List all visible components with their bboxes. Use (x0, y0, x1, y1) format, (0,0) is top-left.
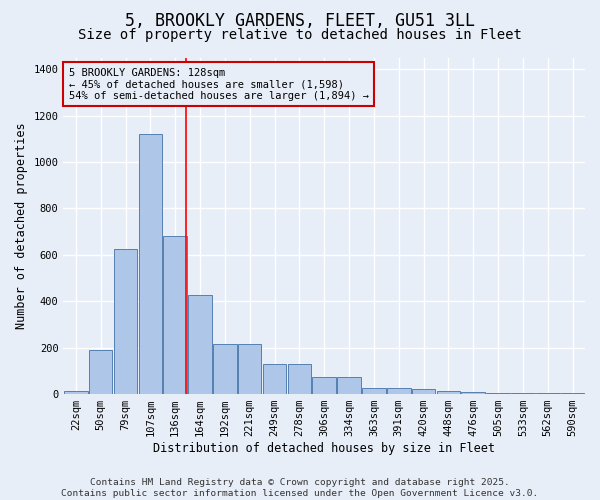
Text: 5 BROOKLY GARDENS: 128sqm
← 45% of detached houses are smaller (1,598)
54% of se: 5 BROOKLY GARDENS: 128sqm ← 45% of detac… (68, 68, 368, 101)
Text: 5, BROOKLY GARDENS, FLEET, GU51 3LL: 5, BROOKLY GARDENS, FLEET, GU51 3LL (125, 12, 475, 30)
Bar (337, 376, 361, 394)
Bar (536, 393, 560, 394)
Text: Size of property relative to detached houses in Fleet: Size of property relative to detached ho… (78, 28, 522, 42)
Bar (89, 350, 112, 394)
Bar (313, 376, 336, 394)
Bar (188, 296, 212, 394)
Bar (139, 134, 162, 394)
Bar (412, 390, 436, 394)
Bar (461, 392, 485, 394)
Bar (511, 393, 535, 394)
Y-axis label: Number of detached properties: Number of detached properties (15, 122, 28, 329)
Bar (114, 249, 137, 394)
Bar (362, 388, 386, 394)
Text: Contains HM Land Registry data © Crown copyright and database right 2025.
Contai: Contains HM Land Registry data © Crown c… (61, 478, 539, 498)
Bar (561, 393, 584, 394)
X-axis label: Distribution of detached houses by size in Fleet: Distribution of detached houses by size … (153, 442, 495, 455)
Bar (163, 236, 187, 394)
Bar (213, 344, 236, 394)
Bar (64, 390, 88, 394)
Bar (437, 390, 460, 394)
Bar (238, 344, 262, 394)
Bar (263, 364, 286, 394)
Bar (287, 364, 311, 394)
Bar (387, 388, 410, 394)
Bar (486, 393, 510, 394)
